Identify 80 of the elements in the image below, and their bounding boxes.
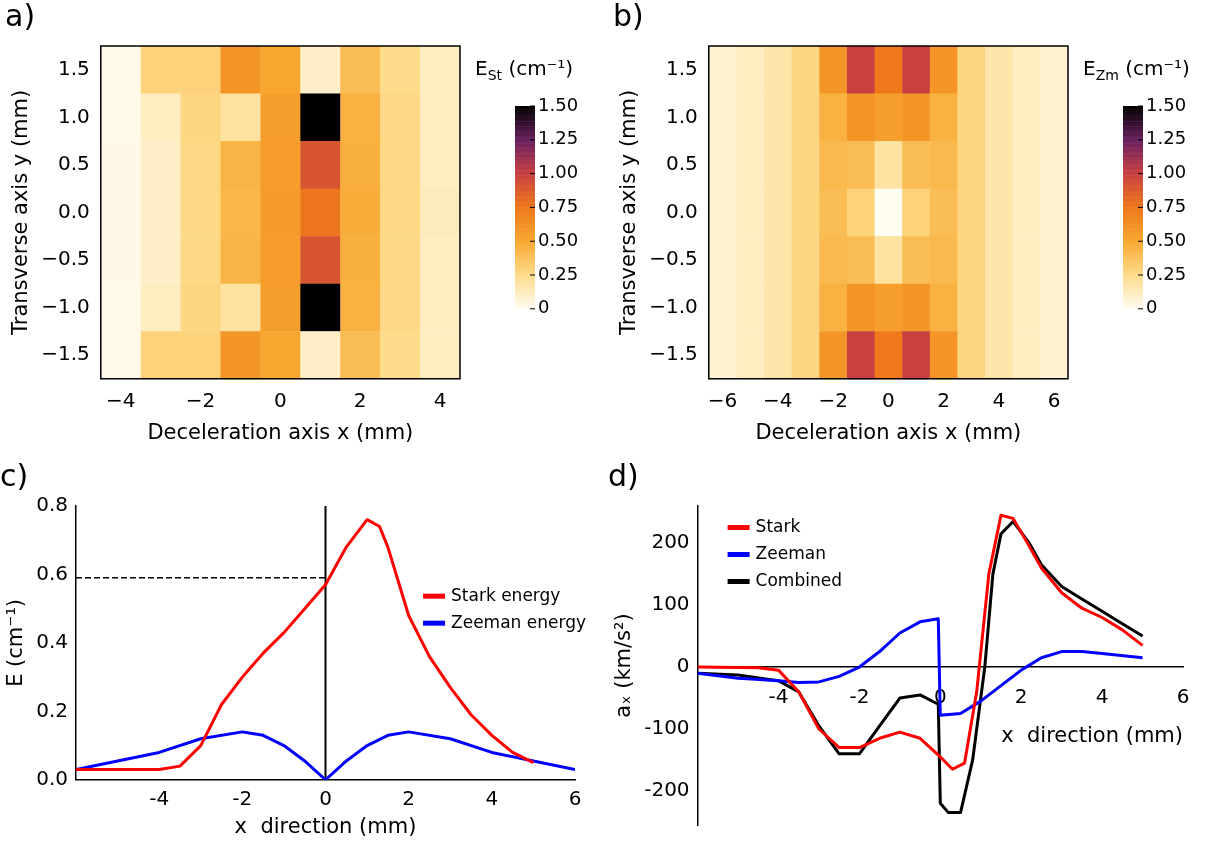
y-tick-label: 0.6 (36, 560, 69, 585)
color-bar-label: 1.25 (1146, 127, 1187, 149)
y-tick-label: 0.4 (36, 629, 69, 654)
x-tick-label: 0 (882, 388, 895, 412)
x-tick-label: -4 (768, 684, 789, 709)
legend-label: Zeeman energy (451, 611, 587, 632)
y-tick-label: 0.5 (57, 151, 90, 176)
y-tick-label: 0.0 (36, 766, 69, 790)
color-bar-label: 1.50 (538, 93, 579, 115)
y-axis-title: Transverse axis y (mm) (8, 89, 33, 336)
y-axis-title: Transverse axis y (mm) (616, 89, 641, 336)
chart-title: c) (0, 457, 29, 493)
color-bar-label: 1.25 (538, 127, 579, 149)
x-tick-label: -4 (149, 786, 170, 810)
legend-label: Combined (755, 569, 842, 590)
chart-title: b) (613, 0, 644, 33)
legend-label: Zeeman (755, 542, 826, 563)
y-tick-label: −1.0 (41, 293, 90, 318)
x-tick-label: 4 (1095, 684, 1109, 709)
x-tick-label: 2 (353, 388, 367, 412)
x-axis-title: x direction (mm) (1001, 723, 1183, 748)
color-bar-title: E$_{Zm}$ (cm⁻¹) (1083, 56, 1190, 83)
x-tick-label: −2 (185, 388, 216, 412)
x-tick-label: −4 (763, 388, 793, 412)
chart-title: d) (608, 457, 639, 493)
x-tick-label: 2 (1014, 684, 1028, 709)
x-tick-label: −6 (707, 388, 738, 412)
y-tick-label: 1.0 (665, 103, 698, 128)
x-tick-label: 6 (1047, 388, 1061, 412)
x-axis-title: Deceleration axis x (mm) (147, 419, 414, 444)
chart-title: a) (5, 0, 36, 33)
y-tick-label: -100 (644, 715, 690, 740)
y-tick-label: −1.5 (649, 341, 698, 366)
y-tick-label: 0.0 (57, 198, 90, 223)
y-tick-label: 1.5 (57, 55, 90, 80)
color-bar-title: E$_{St}$ (cm⁻¹) (475, 56, 574, 83)
y-tick-label: 200 (651, 529, 690, 554)
y-tick-label: −1.5 (41, 341, 90, 366)
x-tick-label: 2 (402, 786, 416, 810)
color-bar-label: 0 (538, 296, 550, 318)
color-bar-label: 0.25 (1146, 262, 1187, 284)
color-bar-label: 1.00 (538, 161, 579, 183)
y-tick-label: −0.5 (41, 246, 90, 271)
x-tick-label: 6 (568, 786, 582, 810)
color-bar-label: 0.50 (1146, 228, 1187, 250)
x-tick-label: 4 (992, 388, 1006, 412)
y-tick-label: 0.8 (36, 492, 69, 517)
x-tick-label: 0 (274, 388, 287, 412)
x-tick-label: 4 (433, 388, 447, 412)
x-tick-label: −4 (105, 388, 136, 412)
x-axis-title: x direction (mm) (234, 813, 417, 838)
color-bar-label: 0.50 (538, 228, 579, 250)
x-tick-label: 6 (1176, 684, 1190, 709)
y-tick-label: −0.5 (649, 246, 698, 271)
color-bar-label: 0.25 (538, 262, 579, 284)
legend-label: Stark (755, 515, 801, 536)
y-tick-label: 0 (676, 653, 690, 678)
x-axis-title: Deceleration axis x (mm) (755, 419, 1022, 444)
x-tick-label: 4 (485, 786, 499, 810)
y-axis-title: aₓ (km/s²) (611, 613, 636, 718)
y-tick-label: 0.5 (665, 151, 698, 176)
x-tick-label: -2 (849, 684, 870, 709)
y-axis-title: E (cm⁻¹) (3, 598, 28, 687)
x-tick-label: 0 (319, 786, 332, 810)
color-bar-label: 0 (1146, 296, 1158, 318)
y-tick-label: 100 (651, 591, 690, 616)
y-tick-label: 0.2 (36, 697, 69, 722)
color-bar-label: 1.00 (1146, 161, 1187, 183)
color-bar-label: 0.75 (538, 195, 579, 217)
y-tick-label: 1.5 (665, 55, 698, 80)
legend-label: Stark energy (451, 584, 561, 605)
x-tick-label: 2 (937, 388, 951, 412)
y-tick-label: 0.0 (665, 198, 698, 223)
x-tick-label: −2 (818, 388, 848, 412)
x-tick-label: -2 (232, 786, 253, 810)
y-tick-label: -200 (644, 777, 690, 802)
color-bar-label: 0.75 (1146, 195, 1187, 217)
y-tick-label: 1.0 (57, 103, 90, 128)
y-tick-label: −1.0 (649, 293, 698, 318)
color-bar-label: 1.50 (1146, 93, 1187, 115)
